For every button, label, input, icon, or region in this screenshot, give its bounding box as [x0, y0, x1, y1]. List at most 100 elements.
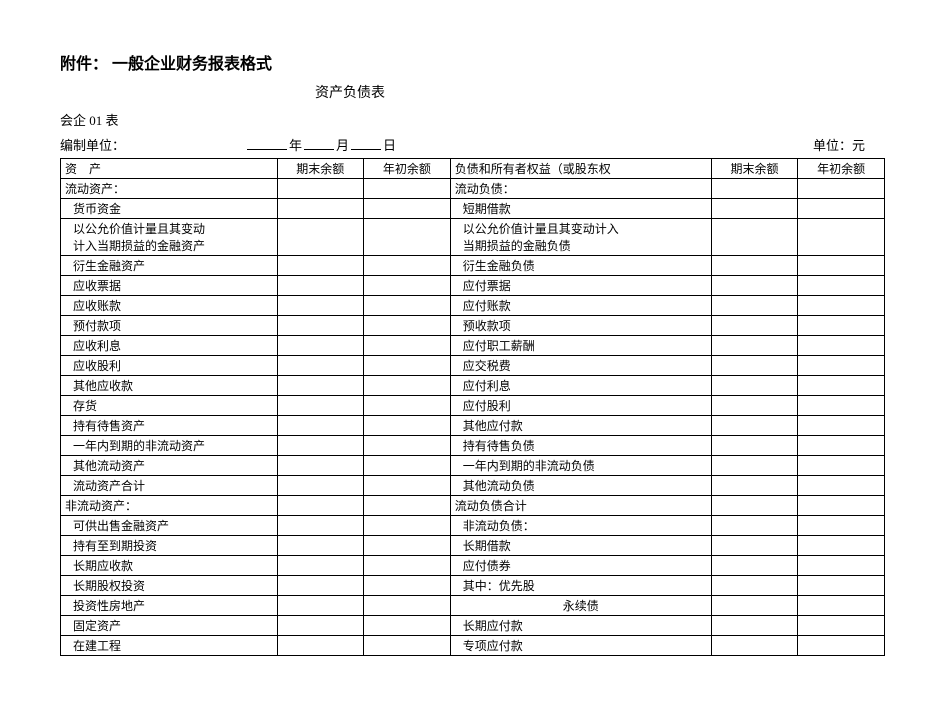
- amount-cell: [277, 179, 364, 199]
- amount-cell: [711, 356, 798, 376]
- amount-cell: [798, 356, 885, 376]
- amount-cell: [277, 636, 364, 656]
- amount-cell: [711, 596, 798, 616]
- amount-cell: [277, 416, 364, 436]
- liab-cell: 其他流动负债: [450, 476, 711, 496]
- table-row: 应收账款应付账款: [61, 296, 885, 316]
- liab-cell: 长期应付款: [450, 616, 711, 636]
- amount-cell: [798, 596, 885, 616]
- liab-cell: 应付股利: [450, 396, 711, 416]
- liab-cell: 衍生金融负债: [450, 256, 711, 276]
- amount-cell: [364, 396, 451, 416]
- asset-cell: 应收票据: [61, 276, 278, 296]
- amount-cell: [277, 376, 364, 396]
- amount-cell: [277, 456, 364, 476]
- day-blank: [351, 136, 381, 150]
- asset-cell: 非流动资产：: [61, 496, 278, 516]
- amount-cell: [798, 296, 885, 316]
- amount-cell: [711, 376, 798, 396]
- amount-cell: [277, 296, 364, 316]
- table-row: 其他应收款应付利息: [61, 376, 885, 396]
- amount-cell: [711, 199, 798, 219]
- amount-cell: [364, 476, 451, 496]
- amount-cell: [277, 336, 364, 356]
- unit-label: 单位：元: [813, 135, 885, 154]
- amount-cell: [711, 179, 798, 199]
- liab-cell: 永续债: [450, 596, 711, 616]
- table-row: 应收票据 应付票据: [61, 276, 885, 296]
- meta-line: 编制单位： 年 月 日 单位：元: [60, 135, 885, 154]
- amount-cell: [711, 296, 798, 316]
- table-header-row: 资 产期末余额年初余额负债和所有者权益（或股东权期末余额年初余额: [61, 159, 885, 179]
- liab-cell: 持有待售负债: [450, 436, 711, 456]
- amount-cell: [364, 616, 451, 636]
- asset-cell: 其他应收款: [61, 376, 278, 396]
- amount-cell: [798, 576, 885, 596]
- amount-cell: [277, 596, 364, 616]
- table-row: 其他流动资产一年内到期的非流动负债: [61, 456, 885, 476]
- liab-cell: 应交税费: [450, 356, 711, 376]
- table-row: 一年内到期的非流动资产 持有待售负债: [61, 436, 885, 456]
- amount-cell: [711, 456, 798, 476]
- prepared-by: 编制单位：: [60, 135, 125, 154]
- date-fields: 年 月 日: [245, 135, 396, 154]
- balance-sheet-table: 资 产期末余额年初余额负债和所有者权益（或股东权期末余额年初余额流动资产：流动负…: [60, 158, 885, 656]
- amount-cell: [711, 219, 798, 256]
- asset-cell: 长期股权投资: [61, 576, 278, 596]
- amount-cell: [798, 556, 885, 576]
- table-row: 长期应收款应付债券: [61, 556, 885, 576]
- table-row: 可供出售金融资产非流动负债：: [61, 516, 885, 536]
- liab-cell: 专项应付款: [450, 636, 711, 656]
- amount-cell: [364, 336, 451, 356]
- amount-cell: [798, 636, 885, 656]
- amount-cell: [711, 616, 798, 636]
- amount-cell: [798, 476, 885, 496]
- asset-cell: 货币资金: [61, 199, 278, 219]
- liab-cell: 长期借款: [450, 536, 711, 556]
- asset-cell: 衍生金融资产: [61, 256, 278, 276]
- amount-cell: [711, 516, 798, 536]
- table-row: 流动资产合计其他流动负债: [61, 476, 885, 496]
- asset-cell: 应收账款: [61, 296, 278, 316]
- amount-cell: [364, 316, 451, 336]
- liab-cell: 应付票据: [450, 276, 711, 296]
- amount-cell: [798, 536, 885, 556]
- amount-cell: [364, 296, 451, 316]
- col-period-begin-1: 年初余额: [364, 159, 451, 179]
- asset-cell: 应收利息: [61, 336, 278, 356]
- asset-cell: 可供出售金融资产: [61, 516, 278, 536]
- table-row: 在建工程专项应付款: [61, 636, 885, 656]
- amount-cell: [711, 536, 798, 556]
- year-label: 年: [289, 135, 302, 154]
- liab-cell: 以公允价值计量且其变动计入当期损益的金融负债: [450, 219, 711, 256]
- amount-cell: [798, 219, 885, 256]
- table-row: 预付款项预收款项: [61, 316, 885, 336]
- amount-cell: [711, 636, 798, 656]
- asset-cell: 一年内到期的非流动资产: [61, 436, 278, 456]
- amount-cell: [364, 636, 451, 656]
- amount-cell: [364, 536, 451, 556]
- amount-cell: [798, 456, 885, 476]
- subtitle: 资产负债表: [60, 82, 640, 102]
- liab-cell: 流动负债合计: [450, 496, 711, 516]
- table-row: 长期股权投资其中：优先股: [61, 576, 885, 596]
- amount-cell: [364, 436, 451, 456]
- table-row: 固定资产长期应付款: [61, 616, 885, 636]
- table-row: 流动资产：流动负债：: [61, 179, 885, 199]
- amount-cell: [711, 316, 798, 336]
- amount-cell: [711, 476, 798, 496]
- amount-cell: [364, 219, 451, 256]
- liab-cell: 一年内到期的非流动负债: [450, 456, 711, 476]
- amount-cell: [364, 416, 451, 436]
- table-row: 非流动资产： 流动负债合计: [61, 496, 885, 516]
- table-row: 以公允价值计量且其变动计入当期损益的金融资产以公允价值计量且其变动计入当期损益的…: [61, 219, 885, 256]
- amount-cell: [364, 516, 451, 536]
- amount-cell: [277, 219, 364, 256]
- liab-cell: 应付职工薪酬: [450, 336, 711, 356]
- amount-cell: [277, 616, 364, 636]
- amount-cell: [711, 576, 798, 596]
- amount-cell: [364, 356, 451, 376]
- amount-cell: [277, 476, 364, 496]
- amount-cell: [364, 576, 451, 596]
- amount-cell: [798, 256, 885, 276]
